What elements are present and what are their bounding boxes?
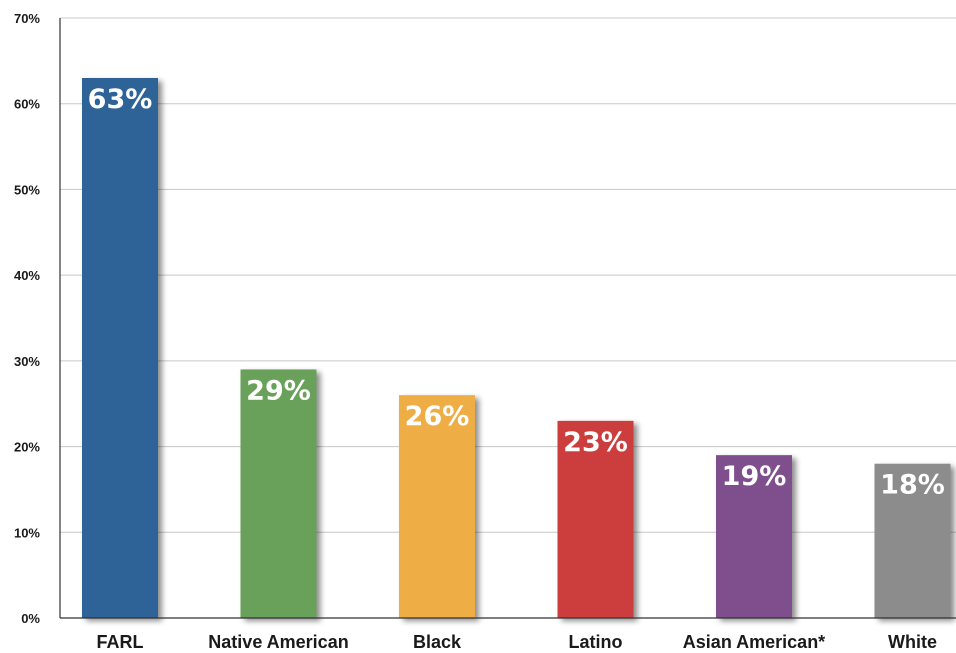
x-tick-label: Black bbox=[413, 632, 462, 652]
data-label: 63% bbox=[88, 84, 153, 115]
bar bbox=[399, 395, 475, 618]
y-tick-label: 20% bbox=[14, 440, 40, 455]
x-tick-label: White bbox=[888, 632, 937, 652]
x-tick-label: FARL bbox=[97, 632, 144, 652]
y-axis-ticks: 0% 10% 20% 30% 40% 50% 60% 70% bbox=[14, 11, 40, 626]
x-axis-ticks: FARL Native American Black Latino Asian Amer… bbox=[97, 632, 938, 652]
bar bbox=[716, 455, 792, 618]
x-tick-label: Latino bbox=[569, 632, 623, 652]
y-tick-label: 0% bbox=[21, 611, 40, 626]
y-tick-label: 30% bbox=[14, 354, 40, 369]
bar bbox=[240, 369, 317, 618]
data-label: 23% bbox=[563, 427, 628, 458]
bar bbox=[82, 78, 158, 618]
x-tick-label: Asian American* bbox=[683, 632, 825, 652]
data-labels: 63% 29% 26% 23% 19% 18% bbox=[88, 84, 945, 501]
data-label: 29% bbox=[246, 375, 311, 406]
bars bbox=[82, 78, 951, 618]
data-label: 18% bbox=[880, 470, 945, 501]
y-tick-label: 50% bbox=[14, 182, 40, 197]
y-tick-label: 70% bbox=[14, 11, 40, 26]
y-tick-label: 10% bbox=[14, 525, 40, 540]
bar bbox=[874, 463, 951, 618]
x-tick-label: Native American bbox=[208, 632, 348, 652]
gridlines bbox=[60, 17, 956, 533]
bar bbox=[557, 420, 634, 618]
y-tick-label: 40% bbox=[14, 268, 40, 283]
data-label: 26% bbox=[405, 401, 470, 432]
data-label: 19% bbox=[722, 461, 787, 492]
y-tick-label: 60% bbox=[14, 97, 40, 112]
